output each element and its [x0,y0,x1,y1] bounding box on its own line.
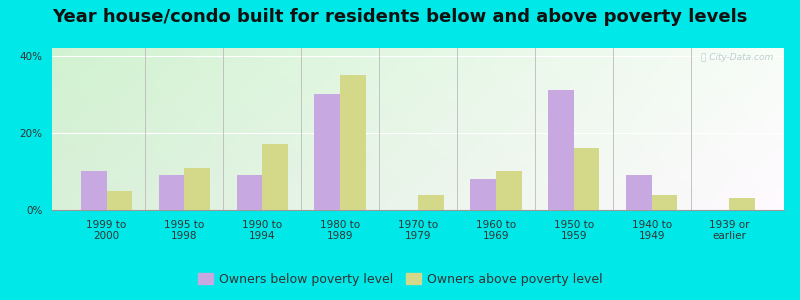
Bar [730,198,755,210]
Text: Year house/condo built for residents below and above poverty levels: Year house/condo built for residents bel… [52,8,748,26]
Bar [237,175,262,210]
Bar [262,144,288,210]
Bar [626,175,652,210]
Bar [184,168,210,210]
Bar [652,195,678,210]
Legend: Owners below poverty level, Owners above poverty level: Owners below poverty level, Owners above… [193,268,607,291]
Bar [548,90,574,210]
Bar [418,195,444,210]
Bar [81,171,106,210]
Bar [340,75,366,210]
Bar [314,94,340,210]
Bar [158,175,184,210]
Bar [496,171,522,210]
Bar [106,191,132,210]
Text: ⓘ City-Data.com: ⓘ City-Data.com [701,53,773,62]
Bar [574,148,599,210]
Bar [470,179,496,210]
